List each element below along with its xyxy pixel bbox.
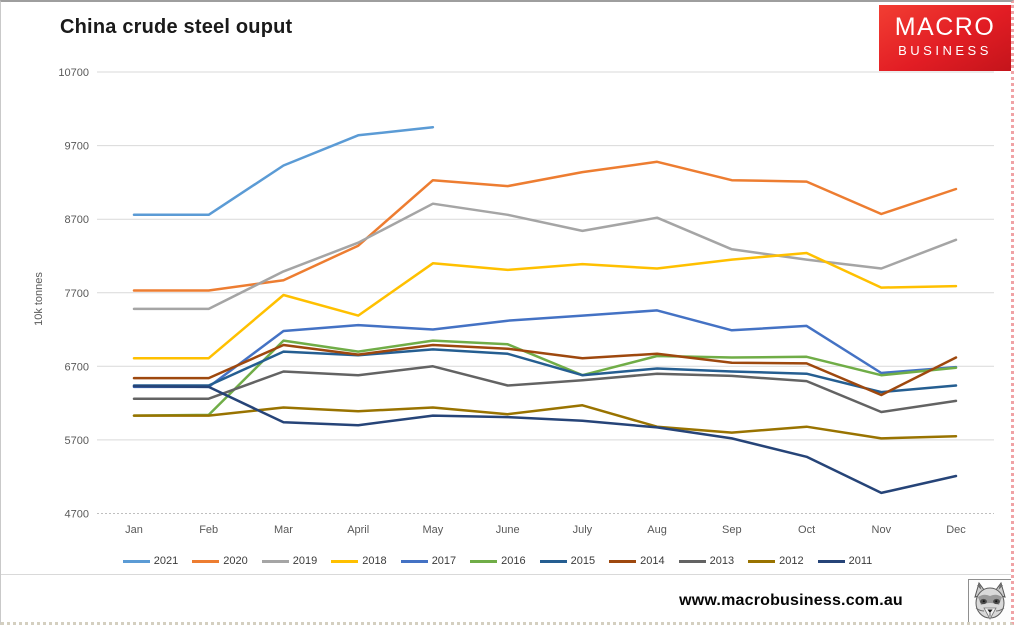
series-line-2012	[132, 404, 958, 440]
y-tick-label: 5700	[65, 435, 89, 447]
series-line-2015	[132, 348, 958, 394]
y-tick-label: 9700	[65, 141, 89, 153]
series-line-2017	[132, 309, 958, 389]
legend-item-2012: 2012	[748, 555, 804, 567]
footer-divider	[1, 574, 1011, 575]
series-line-2013	[132, 365, 958, 414]
legend-swatch-2013	[678, 559, 706, 563]
legend-swatch-2016	[470, 559, 498, 563]
y-tick-label: 4700	[65, 509, 89, 521]
legend-item-2018: 2018	[331, 555, 387, 567]
legend-item-2020: 2020	[192, 555, 248, 567]
legend-label: 2016	[501, 555, 526, 567]
x-tick-label: Feb	[199, 524, 218, 536]
legend-label: 2015	[570, 555, 596, 567]
x-tick-label: April	[347, 524, 369, 536]
x-tick-label: May	[423, 524, 444, 536]
legend-item-2015: 2015	[539, 555, 596, 567]
series-line-2016	[132, 339, 958, 417]
logo-text-macro: MACRO	[894, 13, 996, 41]
legend-swatch-2021	[122, 559, 150, 563]
x-tick-label: Sep	[722, 524, 742, 536]
legend-item-2019: 2019	[261, 555, 318, 567]
legend-label: 2011	[848, 555, 873, 567]
macrobusiness-logo: MACRO BUSINESS	[879, 5, 1011, 71]
x-tick-label: Dec	[946, 524, 966, 536]
y-tick-label: 8700	[65, 214, 89, 226]
y-axis-title: 10k tonnes	[33, 272, 45, 326]
series-line-2018	[132, 251, 958, 360]
legend-label: 2018	[362, 555, 387, 567]
logo-text-business: BUSINESS	[898, 43, 992, 58]
x-tick-label: Mar	[274, 524, 293, 536]
y-tick-label: 10700	[58, 67, 89, 79]
legend-item-2011: 2011	[817, 555, 873, 567]
legend-swatch-2015	[539, 559, 567, 563]
wolf-head-icon	[974, 581, 1006, 620]
legend-swatch-2018	[331, 559, 359, 563]
series-line-2019	[132, 202, 958, 311]
legend-item-2014: 2014	[609, 555, 665, 567]
legend-item-2021: 2021	[122, 555, 179, 567]
legend-item-2016: 2016	[470, 555, 526, 567]
x-tick-label: Jan	[125, 524, 143, 536]
legend-label: 2020	[223, 555, 248, 567]
x-tick-label: July	[573, 524, 593, 536]
legend-label: 2014	[640, 555, 665, 567]
x-tick-label: Nov	[872, 524, 892, 536]
legend-label: 2019	[292, 555, 318, 567]
legend-label: 2017	[431, 555, 457, 567]
legend-item-2013: 2013	[678, 555, 735, 567]
line-chart-plot-area: 10700 9700 8700 7700 6700 5700 4700 Jan Feb Mar Ap…	[58, 67, 994, 536]
y-tick-label: 7700	[65, 288, 89, 300]
legend-label: 2012	[779, 555, 804, 567]
legend-item-2017: 2017	[400, 555, 457, 567]
series-line-2021	[132, 125, 435, 217]
legend-swatch-2014	[609, 559, 637, 563]
legend-label: 2013	[709, 555, 735, 567]
chart-legend: 2021 2020 2019 2018 2017 2016 2015 2014 2013 2012…	[1, 553, 994, 569]
x-tick-label: June	[496, 524, 520, 536]
wolf-logo	[968, 579, 1011, 622]
legend-swatch-2019	[261, 559, 289, 563]
series-line-2014	[132, 343, 958, 397]
series-line-2020	[132, 160, 958, 292]
legend-swatch-2020	[192, 559, 220, 563]
x-tick-label: Oct	[798, 524, 815, 536]
x-tick-label: Aug	[647, 524, 667, 536]
legend-swatch-2012	[748, 559, 776, 563]
legend-swatch-2017	[400, 559, 428, 563]
website-url: www.macrobusiness.com.au	[679, 592, 903, 609]
legend-label: 2021	[153, 555, 179, 567]
chart-title: China crude steel ouput	[60, 16, 293, 38]
y-tick-label: 6700	[65, 361, 89, 373]
legend-swatch-2011	[817, 559, 845, 563]
series-line-2011	[132, 384, 958, 495]
